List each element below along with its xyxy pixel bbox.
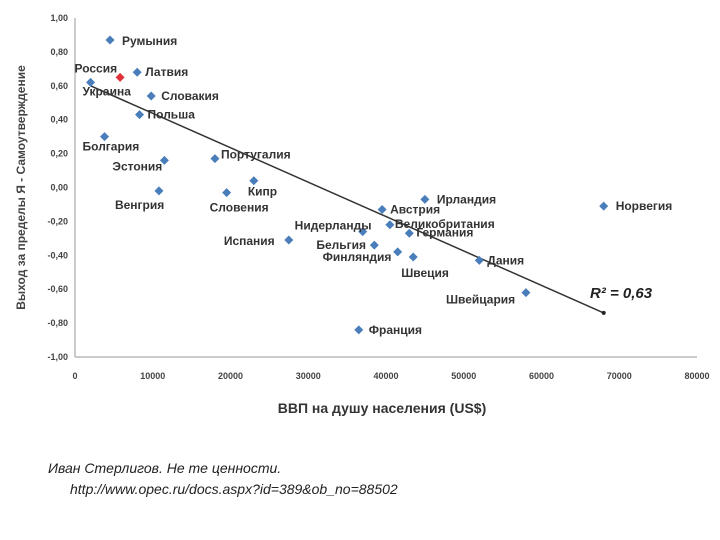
data-point-marker xyxy=(377,205,387,215)
data-point-label: Великобритания xyxy=(395,217,495,231)
data-point-label: Португалия xyxy=(221,148,291,162)
data-point-marker xyxy=(474,255,484,265)
trendline-end-dot xyxy=(601,310,606,315)
data-point-marker xyxy=(521,288,531,298)
x-axis-title: ВВП на душу населения (US$) xyxy=(278,400,486,416)
data-point-marker xyxy=(393,247,403,257)
data-point-marker xyxy=(135,110,145,120)
data-point-marker xyxy=(86,77,96,87)
data-point-label: Норвегия xyxy=(616,199,673,213)
y-axis-title: Выход за пределы Я - Самоутверждение xyxy=(14,65,28,310)
data-point-marker xyxy=(358,227,368,237)
caption-url: http://www.opec.ru/docs.aspx?id=389&ob_n… xyxy=(70,481,398,497)
y-tick-label: -0,80 xyxy=(47,318,68,328)
data-point-marker xyxy=(132,67,142,77)
data-point-marker xyxy=(599,201,609,211)
y-tick-label: -0,20 xyxy=(47,216,68,226)
data-point-marker xyxy=(222,188,232,198)
x-tick-label: 50000 xyxy=(451,371,476,381)
data-point-label: Словакия xyxy=(161,89,219,103)
data-point-marker xyxy=(115,72,125,82)
r-squared-annotation: R² = 0,63 xyxy=(590,285,653,302)
x-tick-label: 20000 xyxy=(218,371,243,381)
data-point-label: Эстония xyxy=(112,159,162,173)
data-point-label: Франция xyxy=(369,323,422,337)
x-tick-labels: 0 10000 20000 30000 40000 50000 60000 70000 8000… xyxy=(72,371,709,381)
trendline xyxy=(90,85,605,314)
data-point-marker xyxy=(369,240,379,250)
x-tick-label: 40000 xyxy=(373,371,398,381)
chart-area: 1,00 0,80 0,60 0,40 0,20 0,00 -0,20 -0,40 -0,60 -… xyxy=(14,13,710,416)
x-tick-label: 30000 xyxy=(296,371,321,381)
y-tick-label: 1,00 xyxy=(50,13,68,23)
data-point-label: Дания xyxy=(487,253,524,267)
y-tick-label: -0,60 xyxy=(47,284,68,294)
data-point-label: Швейцария xyxy=(446,293,515,307)
data-point-label: Бельгия xyxy=(316,238,366,252)
x-tick-label: 0 xyxy=(72,371,77,381)
y-tick-label: 0,60 xyxy=(50,81,68,91)
x-tick-label: 10000 xyxy=(140,371,165,381)
data-point-label: Латвия xyxy=(145,65,188,79)
data-point-label: Испания xyxy=(224,234,275,248)
data-point-marker xyxy=(100,132,110,142)
data-point-marker xyxy=(385,220,395,230)
data-point-marker xyxy=(159,155,169,165)
data-point-label: Швеция xyxy=(401,266,449,280)
data-point-label: Венгрия xyxy=(115,198,164,212)
x-tick-label: 70000 xyxy=(607,371,632,381)
caption-author-title: Иван Стерлигов. Не те ценности. xyxy=(48,460,282,476)
x-tick-label: 60000 xyxy=(529,371,554,381)
data-point-label: Польша xyxy=(148,108,196,122)
data-point-label: Австрия xyxy=(390,203,440,217)
data-point-label: Кипр xyxy=(248,185,277,199)
data-point-marker xyxy=(146,91,156,101)
data-point-label: Россия xyxy=(74,61,117,75)
data-point-label: Румыния xyxy=(122,34,177,48)
data-point-marker xyxy=(284,235,294,245)
data-point-marker xyxy=(404,228,414,238)
data-point-marker xyxy=(354,325,364,335)
y-tick-label: 0,00 xyxy=(50,183,68,193)
data-point-marker xyxy=(408,252,418,262)
data-point-label: Украина xyxy=(83,84,132,98)
x-tick-label: 80000 xyxy=(684,371,709,381)
data-point-label: Ирландия xyxy=(437,192,496,206)
data-point-marker xyxy=(420,194,430,204)
y-tick-label: -1,00 xyxy=(47,352,68,362)
data-point-label: Словения xyxy=(210,201,269,215)
data-point-label: Нидерланды xyxy=(295,219,372,233)
data-point-marker xyxy=(154,186,164,196)
data-point-label: Германия xyxy=(416,225,473,239)
y-tick-label: 0,80 xyxy=(50,47,68,57)
y-tick-label: 0,20 xyxy=(50,149,68,159)
data-point-marker xyxy=(249,176,259,186)
source-caption: Иван Стерлигов. Не те ценности. http://w… xyxy=(48,458,398,500)
data-point-label: Финляндия xyxy=(323,250,392,264)
scatter-chart: 1,00 0,80 0,60 0,40 0,20 0,00 -0,20 -0,40 -0,60 -… xyxy=(14,13,710,416)
data-point-marker xyxy=(210,154,220,164)
data-point-marker xyxy=(105,35,115,45)
data-point-label: Болгария xyxy=(83,140,140,154)
data-points: Румыния Латвия Россия Украина Словакия Польша… xyxy=(74,34,672,337)
y-tick-label: -0,40 xyxy=(47,250,68,260)
y-tick-label: 0,40 xyxy=(50,115,68,125)
y-tick-labels: 1,00 0,80 0,60 0,40 0,20 0,00 -0,20 -0,40 -0,60 -… xyxy=(47,13,68,362)
